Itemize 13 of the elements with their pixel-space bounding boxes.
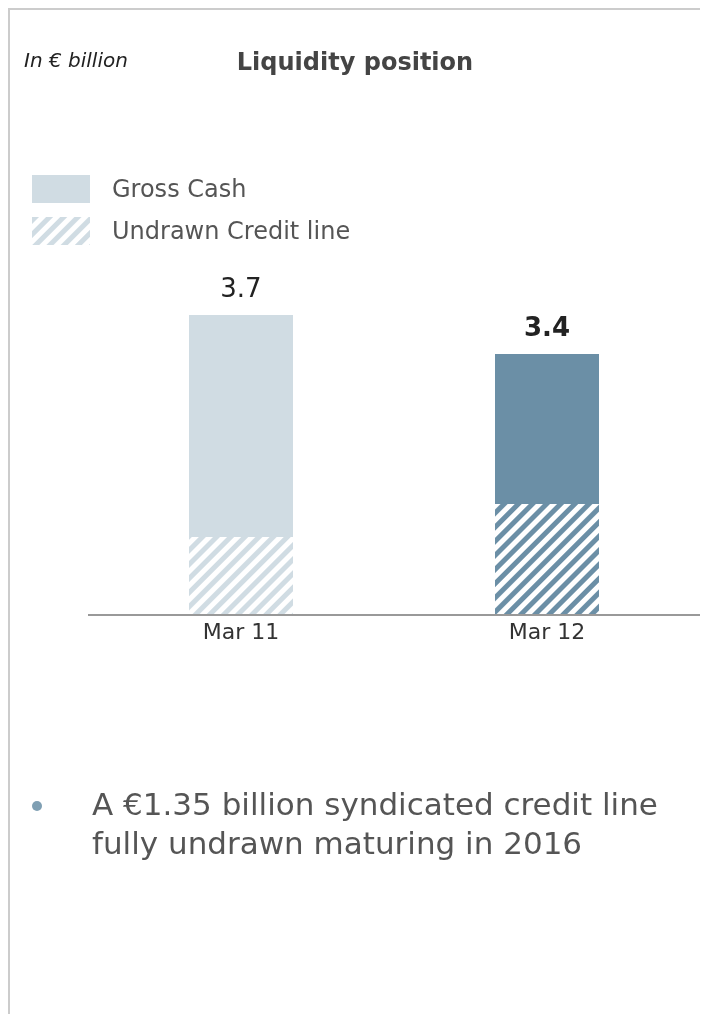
x-tick-label: Mar 12 [508,618,586,644]
bar [495,504,599,615]
bar [495,354,599,504]
chart-title: Liquidity position [236,48,474,76]
chart-subtitle: In € billion [24,48,128,72]
legend-label: Gross Cash [112,175,247,203]
text: A €1.35 billion syndicated credit line fully undrawn maturing in 2016 [92,785,659,863]
annotation: 3.7 [220,273,262,303]
legend-label: Undrawn Credit line [112,217,351,245]
bar [189,537,293,615]
annotation: 3.4 [523,312,571,342]
bar [189,315,293,537]
x-tick-label: Mar 11 [202,618,280,644]
